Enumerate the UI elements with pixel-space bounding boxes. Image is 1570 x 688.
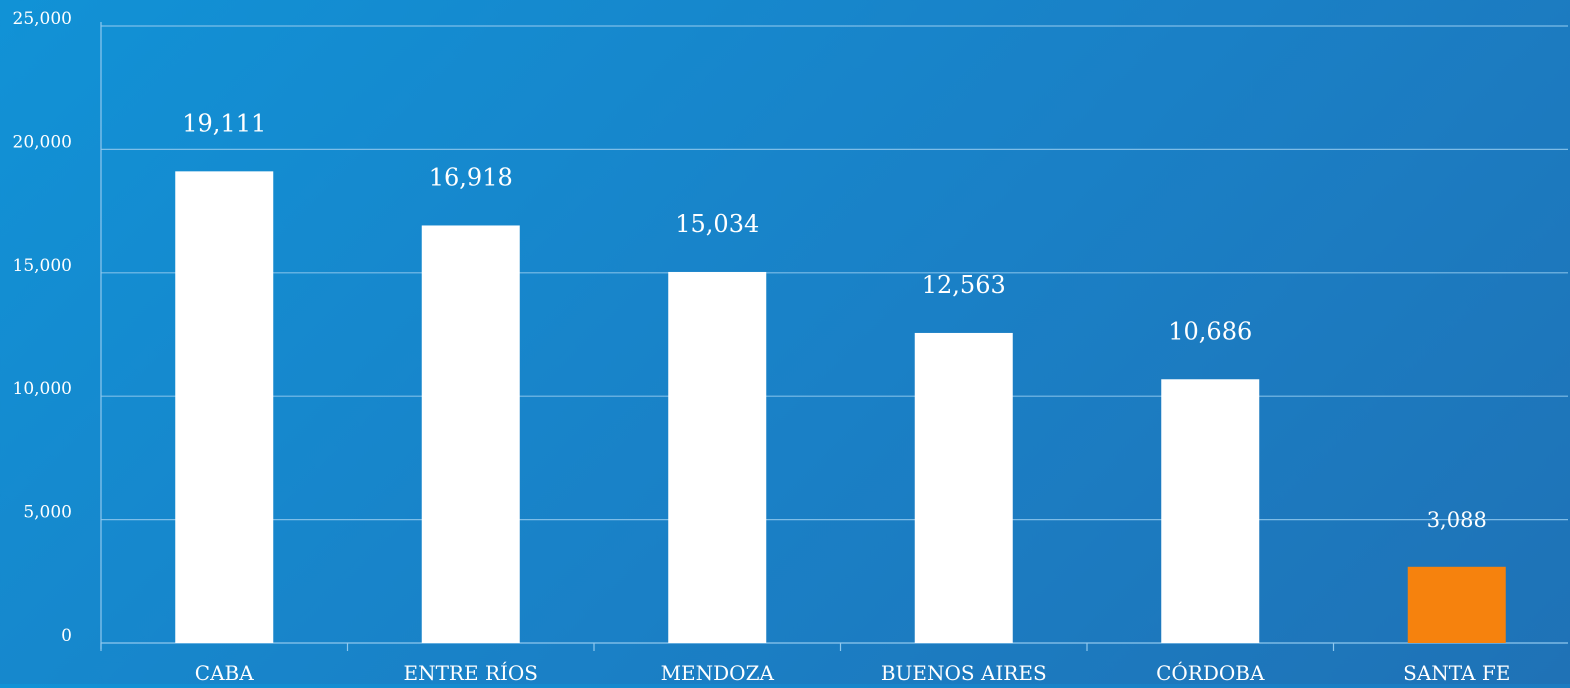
x-tick-label: CÓRDOBA [1156, 660, 1265, 684]
y-tick-label: 5,000 [23, 503, 72, 523]
bar [1407, 566, 1506, 643]
y-tick-label: 20,000 [13, 132, 72, 152]
data-label: 16,918 [429, 163, 513, 191]
grid [101, 25, 1568, 521]
bar [1161, 379, 1260, 643]
y-tick-label: 15,000 [13, 256, 72, 276]
bars [175, 171, 1506, 644]
x-tick-label: MENDOZA [661, 661, 775, 684]
bar [668, 271, 767, 643]
x-tick-label: CABA [195, 661, 254, 684]
x-tick-label: BUENOS AIRES [881, 661, 1047, 684]
y-tick-label: 10,000 [13, 379, 72, 399]
labels: 0 5,000 10,000 15,000 20,000 25,000 19,111 CABA… [13, 9, 1511, 685]
data-label: 15,034 [675, 210, 759, 238]
y-tick-label: 25,000 [13, 9, 72, 29]
data-label: 12,563 [922, 271, 1006, 299]
y-tick-label: 0 [61, 626, 72, 646]
data-label: 3,088 [1427, 508, 1487, 532]
data-label: 19,111 [182, 109, 266, 137]
x-tick-label: ENTRE RÍOS [403, 661, 538, 684]
axes [100, 22, 1568, 651]
data-label: 10,686 [1168, 317, 1252, 345]
bar [175, 171, 274, 643]
bar [914, 332, 1013, 643]
x-tick-label: SANTA FE [1403, 661, 1510, 684]
bar [421, 225, 520, 644]
